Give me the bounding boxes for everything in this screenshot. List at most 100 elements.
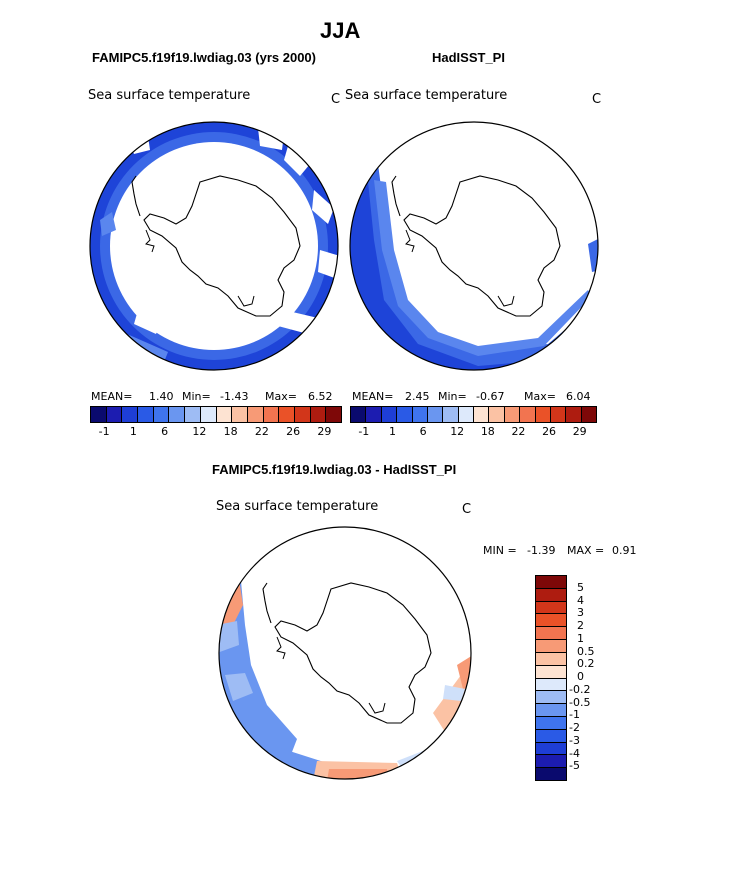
diff-max-value: 0.91 — [612, 544, 637, 557]
colorbar-swatch — [520, 407, 536, 422]
colorbar-tick-label: -1 — [98, 425, 110, 438]
left-max-label: Max= — [265, 390, 297, 403]
colorbar-swatch — [397, 407, 413, 422]
colorbar-tick-label: 26 — [542, 425, 557, 438]
colorbar-swatch — [443, 407, 459, 422]
colorbar-swatch — [310, 407, 327, 422]
colorbar-swatch — [216, 407, 233, 422]
diff-colorbar-swatch — [536, 652, 566, 666]
colorbar-swatch — [366, 407, 382, 422]
diff-colorbar — [535, 575, 567, 781]
diff-max-label: MAX = — [567, 544, 605, 557]
left-panel-field-label: Sea surface temperature — [88, 88, 251, 103]
diff-colorbar-swatch — [536, 742, 566, 756]
left-colorbar — [90, 406, 342, 423]
left-panel-units: C — [331, 92, 341, 107]
diff-colorbar-tick-label: 2 — [577, 619, 584, 632]
colorbar-swatch — [169, 407, 186, 422]
diff-colorbar-swatch — [536, 691, 566, 705]
colorbar-tick-label: 29 — [317, 425, 332, 438]
left-panel-header: FAMIPC5.f19f19.lwdiag.03 (yrs 2000) — [92, 50, 316, 65]
colorbar-swatch — [279, 407, 295, 422]
diff-colorbar-swatch — [536, 716, 566, 730]
diff-antarctica-coastline — [274, 582, 432, 724]
colorbar-swatch — [326, 407, 341, 422]
diff-colorbar-tick-label: 3 — [577, 606, 584, 620]
colorbar-swatch — [138, 407, 154, 422]
right-panel-header: HadISST_PI — [432, 50, 505, 65]
diff-colorbar-tick-label: 0.2 — [577, 657, 595, 671]
diff-polar-map — [218, 526, 472, 780]
diff-colorbar-tick-label: -0.2 — [569, 682, 591, 696]
colorbar-tick-label: 1 — [129, 425, 137, 438]
right-max-label: Max= — [524, 390, 556, 403]
colorbar-swatch — [247, 407, 264, 422]
colorbar-swatch — [535, 407, 551, 422]
diff-colorbar-swatch — [536, 640, 566, 653]
colorbar-tick-label: 22 — [254, 425, 269, 438]
diff-colorbar-swatch — [536, 704, 566, 717]
colorbar-tick-label: -1 — [358, 425, 370, 438]
left-min-label: Min= — [182, 390, 211, 403]
colorbar-swatch — [232, 407, 248, 422]
left-mean-label: MEAN= — [91, 390, 133, 403]
diff-colorbar-tick-label: 0 — [577, 670, 584, 683]
colorbar-swatch — [122, 407, 139, 422]
diff-colorbar-tick-label: 4 — [577, 593, 584, 607]
right-mean-label: MEAN= — [352, 390, 394, 403]
colorbar-swatch — [91, 407, 107, 422]
diff-panel-units: C — [462, 502, 472, 517]
colorbar-swatch — [185, 407, 201, 422]
colorbar-tick-label: 6 — [419, 425, 427, 438]
right-panel-units: C — [592, 92, 602, 107]
diff-colorbar-swatch — [536, 588, 566, 602]
right-colorbar — [350, 406, 597, 423]
colorbar-swatch — [412, 407, 428, 422]
colorbar-tick-label: 12 — [450, 425, 465, 438]
right-min-label: Min= — [438, 390, 467, 403]
colorbar-swatch — [294, 407, 311, 422]
diff-colorbar-tick-label: -3 — [569, 733, 580, 747]
right-antarctica-coastline — [403, 175, 561, 317]
colorbar-tick-label: 22 — [511, 425, 526, 438]
colorbar-swatch — [566, 407, 582, 422]
colorbar-swatch — [351, 407, 367, 422]
diff-colorbar-swatch — [536, 678, 566, 692]
colorbar-swatch — [581, 407, 596, 422]
colorbar-tick-label: 18 — [480, 425, 495, 438]
right-max-value: 6.04 — [566, 390, 591, 403]
diff-colorbar-swatch — [536, 614, 566, 628]
colorbar-tick-label: 12 — [192, 425, 207, 438]
left-max-value: 6.52 — [308, 390, 333, 403]
right-mean-value: 2.45 — [405, 390, 430, 403]
colorbar-tick-label: 29 — [572, 425, 587, 438]
colorbar-swatch — [200, 407, 217, 422]
diff-colorbar-tick-label: -2 — [569, 721, 580, 734]
diff-colorbar-swatch — [536, 601, 566, 615]
right-min-value: -0.67 — [476, 390, 505, 403]
diff-colorbar-swatch — [536, 755, 566, 769]
colorbar-swatch — [381, 407, 398, 422]
diff-colorbar-tick-label: 0.5 — [577, 644, 595, 658]
left-min-value: -1.43 — [220, 390, 249, 403]
diff-min-value: -1.39 — [527, 544, 556, 557]
colorbar-swatch — [106, 407, 123, 422]
colorbar-swatch — [263, 407, 280, 422]
diff-colorbar-tick-label: -0.5 — [569, 695, 591, 709]
diff-colorbar-swatch — [536, 665, 566, 679]
colorbar-tick-label: 26 — [286, 425, 301, 438]
colorbar-swatch — [504, 407, 521, 422]
colorbar-swatch — [153, 407, 170, 422]
left-mean-value: 1.40 — [149, 390, 174, 403]
diff-colorbar-swatch — [536, 576, 566, 589]
right-polar-map — [349, 121, 599, 371]
colorbar-swatch — [458, 407, 474, 422]
diff-colorbar-swatch — [536, 627, 566, 641]
right-panel-field-label: Sea surface temperature — [345, 88, 508, 103]
colorbar-tick-label: 6 — [161, 425, 169, 438]
diff-colorbar-tick-label: 1 — [577, 631, 584, 645]
diff-panel-header: FAMIPC5.f19f19.lwdiag.03 - HadISST_PI — [212, 462, 457, 477]
diff-colorbar-tick-label: 5 — [577, 580, 584, 594]
diff-panel-field-label: Sea surface temperature — [216, 499, 379, 514]
figure-title: JJA — [320, 18, 361, 43]
